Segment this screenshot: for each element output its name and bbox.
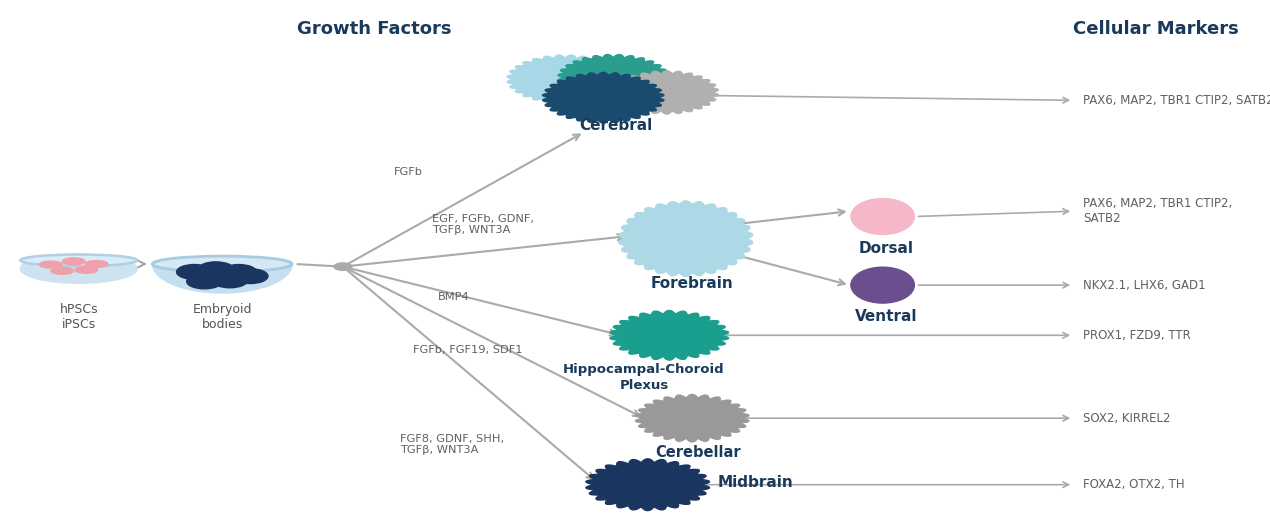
Text: SOX2, KIRREL2: SOX2, KIRREL2 <box>1083 412 1171 425</box>
Polygon shape <box>558 54 669 101</box>
Text: PAX6, MAP2, TBR1 CTIP2,
SATB2: PAX6, MAP2, TBR1 CTIP2, SATB2 <box>1083 197 1233 225</box>
Circle shape <box>177 265 212 279</box>
Polygon shape <box>507 55 624 103</box>
Circle shape <box>221 265 257 279</box>
Circle shape <box>198 262 234 277</box>
Polygon shape <box>615 71 719 114</box>
Circle shape <box>187 274 222 289</box>
Polygon shape <box>610 310 729 360</box>
Text: FGFb, FGF19, SDF1: FGFb, FGF19, SDF1 <box>413 345 522 354</box>
Text: PAX6, MAP2, TBR1 CTIP2, SATB2: PAX6, MAP2, TBR1 CTIP2, SATB2 <box>1083 94 1270 107</box>
Ellipse shape <box>152 256 292 272</box>
Ellipse shape <box>20 254 137 283</box>
Wedge shape <box>152 264 292 293</box>
Polygon shape <box>542 72 664 123</box>
Ellipse shape <box>851 199 914 234</box>
Text: Midbrain: Midbrain <box>718 475 794 490</box>
Text: BMP4: BMP4 <box>438 292 470 301</box>
Text: PROX1, FZD9, TTR: PROX1, FZD9, TTR <box>1083 329 1191 342</box>
Ellipse shape <box>85 260 108 267</box>
Ellipse shape <box>39 261 62 268</box>
Polygon shape <box>618 201 753 277</box>
Text: Cerebral: Cerebral <box>579 118 653 133</box>
Circle shape <box>334 263 352 270</box>
Polygon shape <box>585 459 710 511</box>
Text: Hippocampal-Choroid
Plexus: Hippocampal-Choroid Plexus <box>563 363 725 392</box>
Text: Ventral: Ventral <box>855 309 918 324</box>
Text: EGF, FGFb, GDNF,
TGFβ, WNT3A: EGF, FGFb, GDNF, TGFβ, WNT3A <box>432 214 533 235</box>
Text: Cellular Markers: Cellular Markers <box>1073 20 1238 38</box>
Circle shape <box>212 273 248 288</box>
Ellipse shape <box>20 254 137 266</box>
Ellipse shape <box>51 267 74 275</box>
Text: Forebrain: Forebrain <box>650 276 734 290</box>
Text: FOXA2, OTX2, TH: FOXA2, OTX2, TH <box>1083 478 1185 491</box>
Text: Embryoid
bodies: Embryoid bodies <box>193 303 251 331</box>
Text: hPSCs
iPSCs: hPSCs iPSCs <box>60 303 98 331</box>
Ellipse shape <box>75 266 98 274</box>
Polygon shape <box>635 394 749 442</box>
Text: FGFb: FGFb <box>394 167 423 176</box>
Text: Dorsal: Dorsal <box>859 241 914 256</box>
Text: FGF8, GDNF, SHH,
TGFβ, WNT3A: FGF8, GDNF, SHH, TGFβ, WNT3A <box>400 434 504 455</box>
Text: Cerebellar: Cerebellar <box>655 445 742 459</box>
Circle shape <box>232 269 268 284</box>
Ellipse shape <box>62 258 85 265</box>
Ellipse shape <box>851 267 914 303</box>
Text: NKX2.1, LHX6, GAD1: NKX2.1, LHX6, GAD1 <box>1083 279 1206 291</box>
Text: Growth Factors: Growth Factors <box>297 20 452 38</box>
